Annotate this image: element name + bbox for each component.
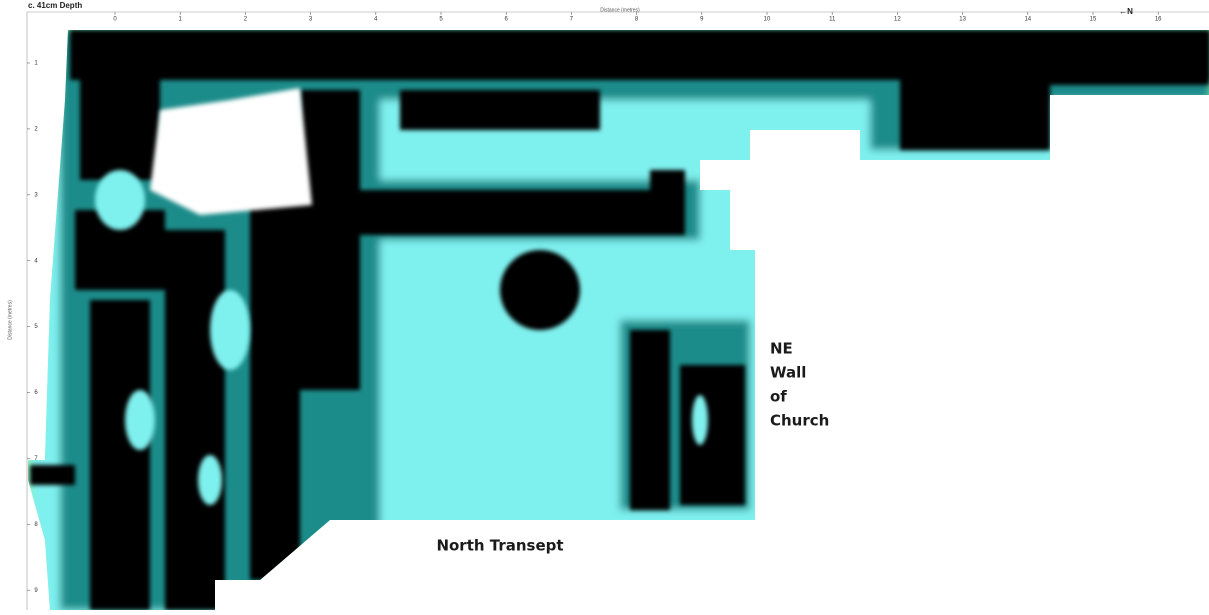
y-axis-label: Distance (metres) <box>7 300 13 340</box>
survey-image: c. 41cm Depth Distance (metres) ←N Dista… <box>0 0 1209 610</box>
x-tick-label: 16 <box>1155 17 1162 23</box>
x-tick-label: 14 <box>1024 17 1031 23</box>
wall-line: Wall <box>770 364 806 382</box>
x-tick-label: 15 <box>1090 17 1097 23</box>
page: GPR depth slice html, body { margin: 0; … <box>0 0 1209 610</box>
wall-line: Church <box>770 412 829 430</box>
transept-annotation: North Transept <box>436 537 563 555</box>
x-tick-label: 11 <box>829 17 836 23</box>
title: c. 41cm Depth <box>28 1 82 10</box>
x-tick-label: 12 <box>894 17 901 23</box>
body: {"header": {"title": "c. 41cm Depth", "n… <box>0 0 1209 610</box>
x-axis-label: Distance (metres) <box>600 7 640 13</box>
x-tick-label: 13 <box>959 17 966 23</box>
wall-line: of <box>770 388 787 406</box>
north-arrow: ←N <box>1119 7 1133 16</box>
x-tick-label: 10 <box>764 17 771 23</box>
wall-line: NE <box>770 340 793 358</box>
